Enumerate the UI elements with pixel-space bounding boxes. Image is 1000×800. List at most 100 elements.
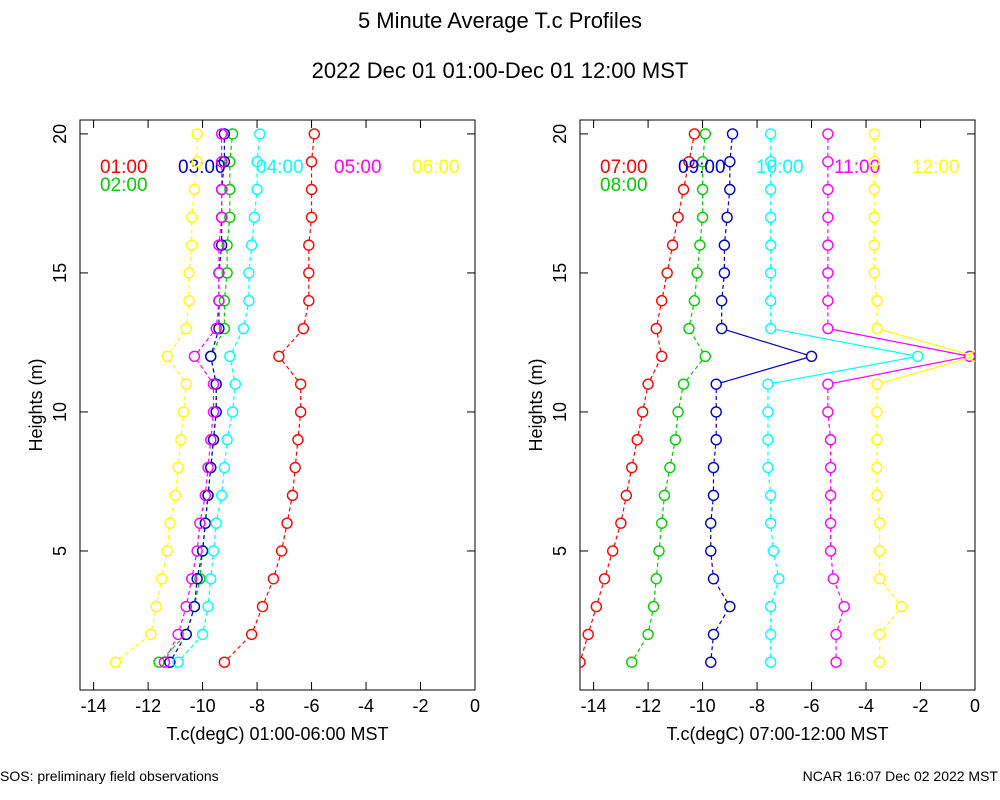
data-point [822, 156, 834, 168]
data-point [669, 434, 682, 446]
x-tick-label: -12 [135, 696, 161, 716]
data-point [215, 183, 228, 196]
data-point [868, 267, 880, 279]
data-point [827, 573, 840, 585]
series-line [256, 138, 260, 157]
data-point [281, 517, 293, 529]
series-line [656, 305, 662, 324]
legend-label: 06:00 [412, 157, 460, 178]
series-line [187, 611, 194, 630]
legend-label: 01:00 [100, 157, 148, 178]
data-point [188, 350, 201, 363]
y-tick-label: 10 [550, 402, 570, 422]
data-point [656, 517, 668, 529]
data-point [822, 378, 834, 390]
data-point [672, 211, 684, 224]
series-line [194, 166, 198, 185]
series-line [308, 222, 312, 241]
data-point [764, 489, 777, 502]
series-line [216, 305, 220, 324]
series-1000 [762, 128, 924, 668]
series-line [662, 277, 667, 296]
data-point [707, 461, 720, 474]
series-line [252, 611, 262, 630]
series-line [186, 305, 190, 324]
data-point [710, 434, 722, 446]
data-point [218, 322, 231, 335]
series-line [597, 583, 604, 602]
data-point [224, 156, 236, 168]
data-point [191, 128, 203, 140]
data-point [180, 322, 192, 335]
data-point [205, 434, 217, 446]
data-point [724, 183, 736, 196]
data-point [724, 600, 736, 613]
data-point [199, 517, 212, 529]
data-point [202, 600, 214, 613]
series-line [836, 611, 844, 630]
series-line [192, 555, 197, 574]
data-point [172, 461, 184, 474]
series-line [202, 528, 206, 547]
series-line [218, 250, 222, 269]
data-point [762, 434, 774, 446]
series-line [827, 416, 831, 435]
y-tick-label: 20 [550, 124, 570, 144]
series-line [221, 166, 225, 185]
series-line [726, 329, 807, 356]
series-line [229, 138, 233, 157]
series-0500 [158, 128, 228, 668]
chart-title: 5 Minute Average T.c Profiles [357, 8, 643, 33]
data-point [656, 295, 668, 307]
data-point [169, 489, 182, 502]
series-0300 [164, 128, 231, 668]
series-line [207, 444, 211, 463]
data-point [305, 183, 318, 196]
data-point [963, 350, 975, 363]
series-line [162, 555, 167, 574]
series-line [186, 583, 192, 602]
data-point [294, 378, 307, 390]
series-line [254, 194, 258, 213]
data-point [292, 434, 304, 446]
data-point [303, 267, 315, 279]
data-point [150, 600, 162, 613]
data-point [912, 350, 924, 363]
series-line [167, 528, 171, 547]
data-point [215, 156, 228, 168]
series-line [653, 583, 657, 602]
series-line [175, 472, 179, 491]
data-point [691, 267, 703, 279]
data-point [764, 239, 777, 251]
data-point [620, 489, 633, 502]
data-point [245, 239, 258, 251]
data-point [764, 211, 777, 224]
data-point [188, 600, 201, 613]
data-point [303, 239, 315, 251]
data-point [194, 517, 206, 529]
data-point [705, 545, 717, 557]
data-point [873, 656, 886, 668]
footer-left: SOS: preliminary field observations [0, 768, 219, 784]
data-point [180, 600, 192, 613]
series-line [729, 138, 733, 157]
data-point [895, 600, 908, 613]
data-point [172, 628, 184, 641]
data-point [237, 322, 250, 335]
data-point [647, 600, 660, 613]
data-point [205, 350, 217, 363]
data-point [191, 573, 203, 585]
legend-label: 12:00 [912, 157, 960, 178]
series-0700 [580, 128, 701, 668]
data-point [175, 434, 187, 446]
data-point [871, 406, 883, 418]
series-line [834, 583, 843, 603]
series-line [281, 359, 299, 381]
data-point [710, 378, 722, 390]
series-line [243, 305, 249, 324]
data-point [824, 517, 837, 529]
y-tick-label: 15 [550, 263, 570, 283]
series-line [832, 356, 965, 384]
series-line [213, 416, 217, 435]
series-line [207, 583, 211, 602]
